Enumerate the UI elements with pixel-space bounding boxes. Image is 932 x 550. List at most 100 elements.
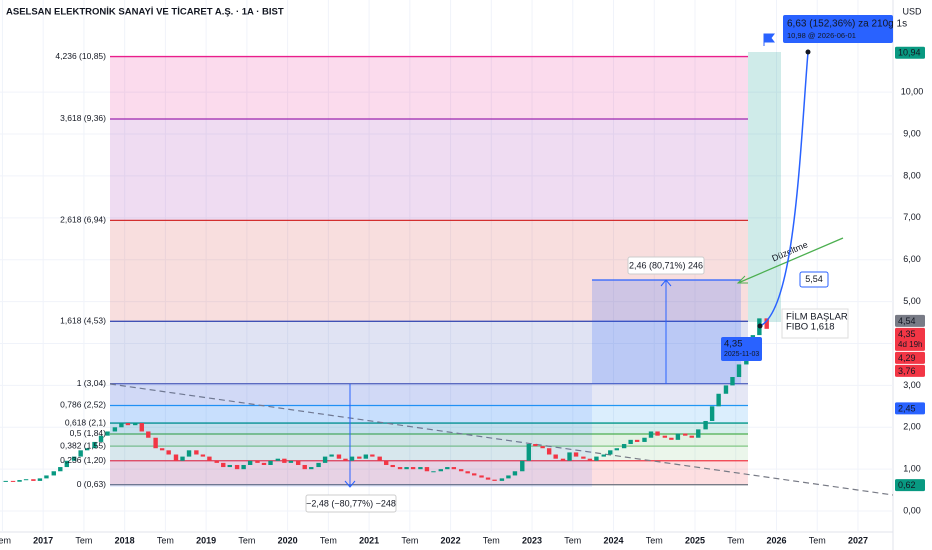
candle-body xyxy=(669,437,674,440)
y-tick-label: 10,00 xyxy=(901,87,924,97)
forecast-zone xyxy=(748,52,781,322)
candle-body xyxy=(349,456,355,461)
candle-body xyxy=(186,450,192,457)
fib-band xyxy=(110,56,748,119)
fib-label: 0,382 (1,55) xyxy=(60,440,106,450)
candle-body xyxy=(390,464,395,468)
arrow-head xyxy=(660,279,672,287)
fib-label: 0,5 (1,84) xyxy=(70,428,107,438)
point xyxy=(757,323,763,329)
candle-body xyxy=(133,423,138,426)
candle-body xyxy=(560,458,566,461)
price-badge-label: 3,76 xyxy=(898,366,916,376)
note-box xyxy=(781,308,849,339)
price-badge xyxy=(895,402,925,415)
y-tick-label: 2,00 xyxy=(903,422,921,432)
x-tick-label: 2021 xyxy=(359,535,379,545)
candle-body xyxy=(485,477,491,480)
candle-body xyxy=(44,475,49,479)
x-tick-label: Tem xyxy=(727,535,744,545)
candle-body xyxy=(683,433,688,436)
fib-label: 4,236 (10,85) xyxy=(55,51,106,61)
candle-body xyxy=(614,448,619,451)
candle-body xyxy=(533,444,538,447)
y-tick-label: 6,00 xyxy=(903,254,921,264)
candle-body xyxy=(634,439,640,442)
candle-body xyxy=(553,454,558,459)
candle-body xyxy=(214,460,219,463)
candle-body xyxy=(234,464,240,470)
target-box xyxy=(799,271,829,288)
candle-body xyxy=(268,460,273,465)
candle-body xyxy=(255,460,260,463)
x-tick-label: 2026 xyxy=(766,535,786,545)
y-tick-label: 8,00 xyxy=(903,170,921,180)
candle-body xyxy=(581,456,586,459)
candle-body xyxy=(404,467,409,470)
candle-body xyxy=(3,480,8,482)
x-tick-label: 2027 xyxy=(848,535,868,545)
candle-body xyxy=(51,471,56,476)
candle-body xyxy=(730,377,735,386)
candle-body xyxy=(64,460,70,468)
x-tick-label: Tem xyxy=(238,535,255,545)
candle-body xyxy=(703,420,708,430)
candle-body xyxy=(479,475,484,478)
candle-body xyxy=(105,431,110,436)
candle-body xyxy=(689,435,694,438)
candle-body xyxy=(241,464,246,470)
entry-price: 4,35 xyxy=(724,339,743,350)
x-tick-label: Tem xyxy=(320,535,337,545)
projection-text: 6,63 (152,36%) za 210g 1s xyxy=(787,19,907,30)
x-tick-label: Tem xyxy=(401,535,418,545)
candle-body xyxy=(200,454,206,457)
x-tick-label: Tem xyxy=(646,535,663,545)
fib-band xyxy=(110,405,748,424)
candle-body xyxy=(512,471,518,476)
arrow-head xyxy=(736,275,748,284)
countdown: 4d 19h xyxy=(898,340,922,349)
price-badge xyxy=(895,46,925,59)
price-badge-label: 0,62 xyxy=(898,480,916,490)
y-tick-label: 7,00 xyxy=(903,212,921,222)
candle-body xyxy=(723,385,729,394)
candle-body xyxy=(526,444,531,461)
target-label: 5,54 xyxy=(805,274,823,284)
x-tick-label: 2020 xyxy=(278,535,298,545)
candle-body xyxy=(159,448,165,451)
x-tick-label: Tem xyxy=(75,535,92,545)
candle-body xyxy=(662,435,668,438)
candle-body xyxy=(221,462,226,468)
price-badge-label: 4,29 xyxy=(898,353,916,363)
candle-body xyxy=(696,429,701,438)
fib-label: 0,786 (2,52) xyxy=(60,400,106,410)
candle-body xyxy=(329,454,334,457)
candle-body xyxy=(261,462,267,465)
candle-body xyxy=(282,458,287,463)
entry-date: 2025-11-03 xyxy=(724,351,759,358)
arrow-head xyxy=(344,480,356,488)
y-tick-label: 5,00 xyxy=(903,296,921,306)
candle-body xyxy=(166,450,171,455)
candle-body xyxy=(540,446,545,449)
candle-body xyxy=(567,452,572,461)
x-tick-label: Tem xyxy=(157,535,174,545)
candle-body xyxy=(587,458,593,461)
candle-body xyxy=(424,467,430,472)
fib-band xyxy=(110,423,748,434)
fib-label: 1,618 (4,53) xyxy=(60,316,106,326)
price-badge xyxy=(895,479,925,492)
candle-body xyxy=(119,423,124,428)
measure-down-label: −2,48 (−80,77%) −248 xyxy=(306,498,396,508)
candle-body xyxy=(628,439,633,445)
candle-body xyxy=(343,458,348,461)
candle-body xyxy=(764,318,769,329)
trend-line xyxy=(109,383,893,496)
candle-body xyxy=(608,450,613,455)
candle-body xyxy=(58,467,63,472)
x-tick-label: Tem xyxy=(483,535,500,545)
fib-label: 0,236 (1,20) xyxy=(60,455,106,465)
candle-body xyxy=(458,469,464,472)
candle-body xyxy=(194,450,199,455)
